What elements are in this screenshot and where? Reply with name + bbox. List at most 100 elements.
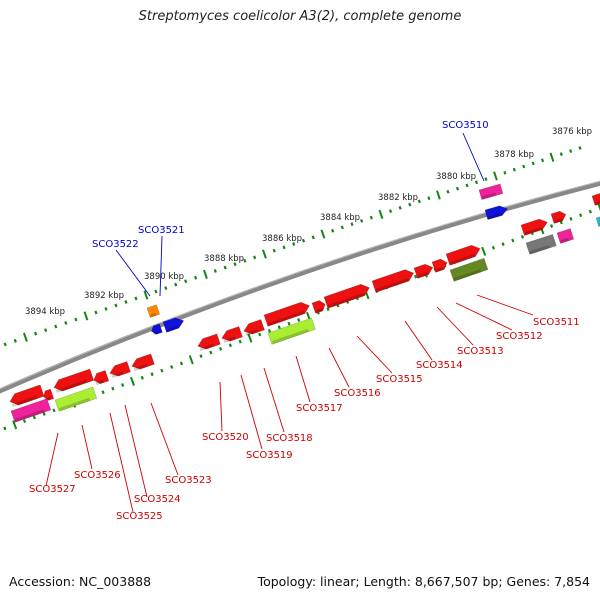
track-minor-tick [588,209,592,214]
gene-red [371,269,415,293]
track-minor-tick [111,386,115,391]
track-minor-tick [228,343,232,348]
ruler-minor-tick [427,196,431,201]
gene-orange-body [146,304,161,318]
kbp-label: 3876 kbp [552,127,592,137]
gene-red [93,370,110,386]
gene-orange-shade [150,312,157,318]
gene-magenta-body [10,398,52,423]
gene-red-shade [111,371,124,379]
accession-text: Accession: NC_003888 [9,574,152,589]
upper-kbp-ruler [3,146,582,347]
track-minor-tick [414,274,418,279]
track-minor-tick [326,307,330,312]
gene-label-sco3519: SCO3519 [246,450,293,461]
track-minor-tick [170,365,174,369]
track-minor-tick [101,390,105,395]
gene-red-body [413,263,434,279]
leader-line [45,432,59,487]
gene-red-body [371,269,415,293]
gene-magenta [556,228,575,244]
map-title: Streptomyces coelicolor A3(2), complete … [138,9,462,24]
track-minor-tick [277,325,281,330]
gene-red [323,283,370,309]
track-major-tick [597,203,600,211]
leader-line [109,412,134,513]
gene-red-shade [554,217,563,224]
track-minor-tick [287,321,291,326]
leader-line [295,355,311,403]
ruler-minor-tick [124,300,128,304]
ruler-minor-tick [340,225,344,230]
ruler-minor-tick [512,167,516,172]
ruler-minor-tick [134,296,138,301]
ruler-minor-tick [253,255,257,260]
ruler-minor-tick [331,228,335,233]
gene-red-body [520,218,548,236]
gene-red [550,210,567,224]
gene-blue [162,317,185,333]
ruler-minor-tick [484,177,488,181]
gene-red-body [323,283,370,309]
ruler-minor-tick [408,202,412,207]
leader-line [115,249,151,297]
gene-cyan [595,215,600,227]
kbp-label: 3888 kbp [204,254,244,264]
gene-red-shade [133,363,148,372]
backbone-line [0,180,600,394]
track-minor-tick [501,242,505,247]
gene-red [311,300,326,314]
gene-label-sco3518: SCO3518 [266,433,313,444]
gene-red-shade [223,336,236,344]
ruler-minor-tick [184,279,188,284]
ruler-minor-tick [164,286,168,290]
gene-label-sco3514: SCO3514 [416,360,463,371]
gene-label-sco3521: SCO3521 [138,225,185,236]
ruler-minor-tick [104,307,108,311]
ruler-major-tick [143,290,149,300]
gene-red-body [591,192,600,206]
ruler-major-tick [436,190,441,200]
ruler-minor-tick [282,245,286,250]
gene-red-body [197,333,221,350]
track-minor-tick [559,220,563,225]
gene-blue-shade [166,325,179,333]
ruler-minor-tick [578,146,582,150]
gene-gray [525,233,557,255]
gene-lime-shade [58,397,91,412]
ruler-minor-tick [559,152,563,157]
gene-red [445,244,481,266]
gene-red-shade [245,329,258,337]
gene-label-sco3523: SCO3523 [165,475,212,486]
gene-olive [449,257,489,282]
leader-line [150,402,179,476]
ruler-minor-tick [465,183,469,188]
gene-red [9,384,45,408]
ruler-minor-tick [54,324,58,329]
ruler-major-tick [22,332,28,342]
gene-red-body [311,300,326,314]
leader-line [436,306,474,346]
ruler-minor-tick [398,206,402,210]
leader-line [404,320,433,361]
ruler-minor-tick [233,262,237,267]
ruler-minor-tick [311,235,315,240]
ruler-minor-tick [223,265,227,270]
ruler-major-tick [320,229,326,239]
track-minor-tick [160,368,164,373]
ruler-minor-tick [213,269,217,273]
ruler-minor-tick [33,331,38,336]
leader-line [356,335,393,374]
track-minor-tick [258,332,262,337]
gene-red-body [431,258,448,273]
gene-label-sco3510: SCO3510 [442,120,489,131]
gene-label-sco3512: SCO3512 [496,331,543,342]
gene-red [243,319,265,337]
ruler-minor-tick [114,303,118,308]
gene-red-shade [95,379,105,386]
ruler-minor-tick [154,289,158,294]
gene-blue-top [484,205,509,220]
ruler-major-tick [493,171,498,181]
gene-red-shade [199,343,214,352]
